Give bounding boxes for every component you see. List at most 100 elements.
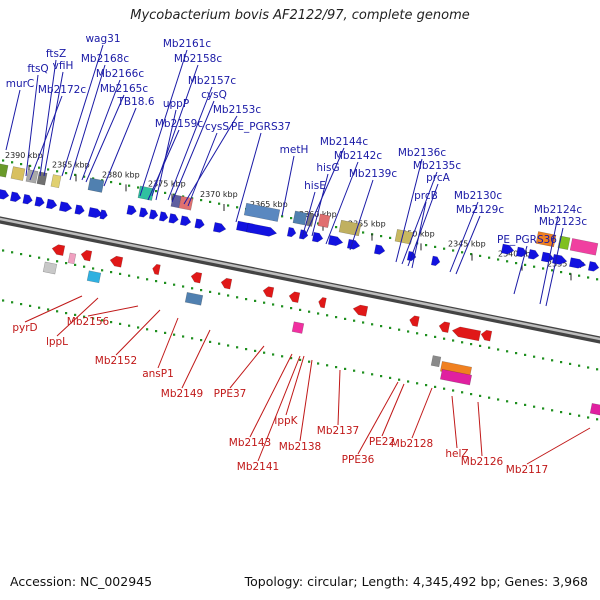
label-leader-line: [56, 297, 99, 337]
guide-dot: [182, 335, 185, 338]
bottom-gene-label: helZ: [445, 448, 468, 460]
forward-gene-arrow: [373, 244, 386, 255]
feature-block: [243, 202, 281, 222]
guide-dot: [173, 283, 176, 286]
guide-dot: [146, 328, 149, 331]
position-tick-label: 2375 kbp: [148, 180, 186, 189]
guide-dot: [362, 231, 365, 234]
guide-dot: [524, 403, 527, 406]
reverse-gene-arrow: [220, 277, 233, 290]
guide-dot: [101, 319, 104, 322]
label-leader-line: [103, 107, 137, 187]
label-leader-line: [407, 183, 439, 267]
position-tick-label: 2345 kbp: [448, 240, 486, 249]
guide-dot: [380, 325, 383, 328]
guide-dot: [29, 304, 32, 307]
label-leader-line: [395, 158, 423, 263]
guide-dot: [20, 163, 23, 166]
guide-dot: [191, 287, 194, 290]
guide-dot: [497, 348, 500, 351]
guide-dot: [542, 267, 545, 270]
label-leader-line: [513, 245, 528, 295]
top-gene-label: ftsZ: [46, 48, 66, 60]
guide-dot: [524, 263, 527, 266]
guide-dot: [452, 339, 455, 342]
guide-dot: [317, 222, 320, 225]
guide-dot: [263, 351, 266, 354]
guide-dot: [470, 253, 473, 256]
feature-block: [292, 210, 308, 226]
guide-dot: [74, 173, 77, 176]
top-gene-label: prcA: [426, 172, 451, 184]
label-leader-line: [115, 309, 161, 356]
guide-dot: [281, 215, 284, 218]
top-gene-label: Mb2172c: [38, 84, 86, 96]
label-leader-line: [357, 381, 399, 455]
position-tick-label: 2370 kbp: [200, 190, 238, 199]
accession-text: Accession: NC_002945: [10, 574, 153, 589]
guide-dot: [461, 341, 464, 344]
bottom-gene-label: PE22: [369, 436, 395, 448]
forward-gene-arrow: [587, 261, 600, 272]
bottom-gene-label: ansP1: [142, 368, 174, 380]
guide-dot: [137, 326, 140, 329]
guide-dot: [335, 366, 338, 369]
guide-dot: [533, 355, 536, 358]
label-leader-line: [155, 109, 177, 201]
guide-dot: [38, 166, 41, 169]
guide-dot: [209, 290, 212, 293]
bottom-gene-label: Mb2117: [506, 464, 548, 476]
guide-dot: [353, 319, 356, 322]
reverse-gene-arrow: [352, 304, 369, 317]
guide-dot: [110, 321, 113, 324]
feature-block: [440, 369, 472, 386]
guide-dot: [416, 332, 419, 335]
guide-dot: [560, 271, 563, 274]
forward-gene-arrow: [9, 191, 22, 202]
forward-gene-arrow: [179, 215, 192, 226]
guide-dot: [371, 373, 374, 376]
guide-dot: [56, 310, 59, 313]
guide-dot: [146, 278, 149, 281]
guide-dot: [218, 342, 221, 345]
position-tick-label: 2335 kbp: [547, 259, 585, 268]
guide-dot: [245, 348, 248, 351]
label-leader-line: [477, 401, 483, 457]
position-tick-label: 2365 kbp: [250, 200, 288, 209]
label-leader-line: [281, 155, 295, 217]
bottom-gene-label: Mb2152: [95, 355, 137, 367]
guide-dot: [497, 258, 500, 261]
bottom-gene-label: PPE37: [214, 388, 247, 400]
label-leader-line: [87, 305, 139, 317]
position-tick-label: 2350 kbp: [397, 229, 435, 238]
guide-dot: [488, 396, 491, 399]
guide-dot: [74, 263, 77, 266]
guide-dot: [65, 172, 68, 175]
guide-dot: [587, 366, 590, 369]
guide-dot: [551, 269, 554, 272]
guide-dot: [227, 204, 230, 207]
top-gene-label: cysS: [205, 121, 229, 133]
label-leader-line: [381, 383, 405, 437]
guide-dot: [290, 217, 293, 220]
label-leader-line: [85, 94, 125, 183]
guide-dot: [182, 285, 185, 288]
feature-block: [10, 166, 26, 181]
guide-dot: [479, 344, 482, 347]
guide-dot: [425, 244, 428, 247]
guide-dot: [56, 260, 59, 263]
position-tick-label: 2390 kbp: [5, 151, 43, 160]
guide-dot: [488, 346, 491, 349]
top-gene-label: hisG: [316, 162, 339, 174]
guide-dot: [515, 262, 518, 265]
guide-dot: [389, 326, 392, 329]
forward-gene-arrow: [194, 218, 205, 229]
guide-dot: [20, 303, 23, 306]
guide-dot: [443, 387, 446, 390]
top-gene-label: Mb2168c: [81, 53, 129, 65]
reverse-gene-arrow: [152, 263, 161, 276]
guide-dot: [515, 402, 518, 405]
forward-gene-arrow: [0, 189, 10, 200]
guide-dot: [533, 405, 536, 408]
